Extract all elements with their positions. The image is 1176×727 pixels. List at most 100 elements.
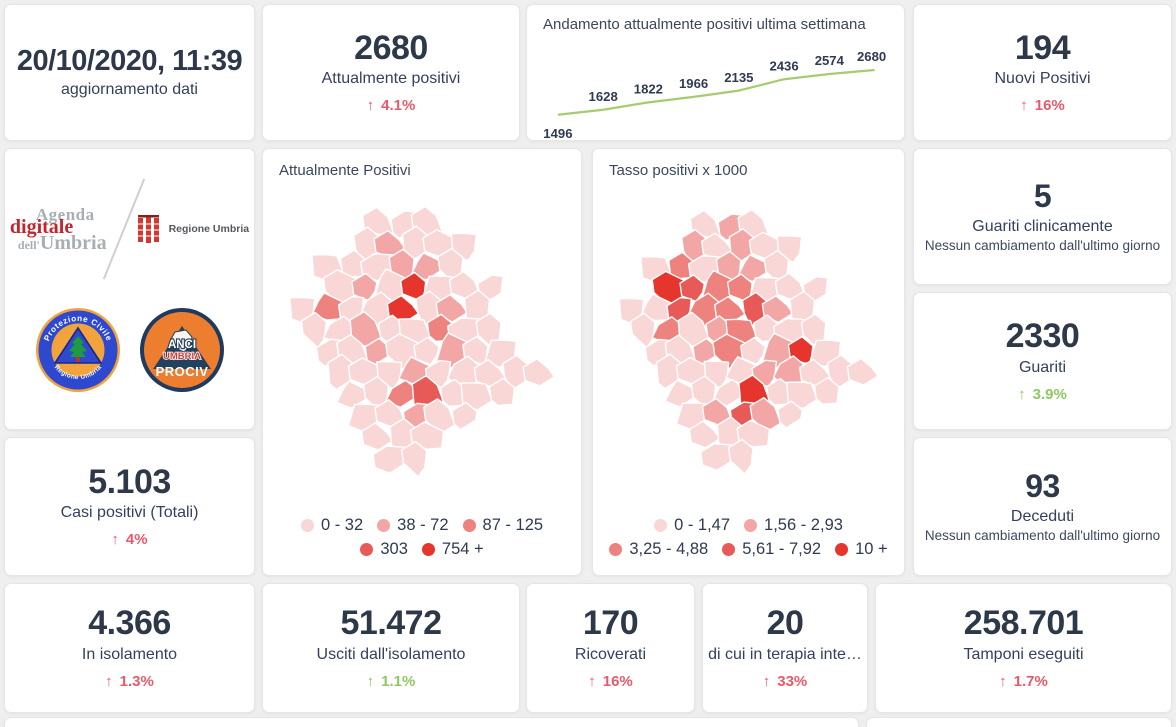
trend-data-label: 1628 xyxy=(589,89,618,104)
legend-item[interactable]: 0 - 1,47 xyxy=(654,516,730,535)
kpi-card-aggiornamento: 20/10/2020, 11:39 aggiornamento dati xyxy=(4,4,255,141)
legend-dot-icon xyxy=(722,543,736,556)
legend-label: 303 xyxy=(380,540,408,558)
legend-item[interactable]: 303 xyxy=(360,540,408,559)
trend-data-label: 1822 xyxy=(634,82,663,97)
legend-label: 10 + xyxy=(855,540,888,558)
map-municipality-shape[interactable] xyxy=(360,422,394,451)
up-arrow-icon: ↑ xyxy=(105,672,113,690)
partial-card-right xyxy=(866,717,1172,727)
kpi-card-ricoverati: 170 Ricoverati ↑ 16% xyxy=(526,583,695,713)
map-municipality-shape[interactable] xyxy=(727,438,754,475)
legend-label: 87 - 125 xyxy=(482,516,544,534)
map-title: Tasso positivi x 1000 xyxy=(609,162,748,179)
legend-row: 3,25 - 4,88 5,61 - 7,92 10 + xyxy=(609,540,888,559)
regione-umbria-logo: Regione Umbria xyxy=(136,213,250,245)
kpi-value: 20 xyxy=(766,604,804,643)
legend-item[interactable]: 754 + xyxy=(421,540,484,559)
map-municipality-shape[interactable] xyxy=(689,209,722,238)
map-municipality-shape[interactable] xyxy=(409,421,445,450)
legend-label: 5,61 - 7,92 xyxy=(742,540,822,558)
choropleth-map-tasso-positivi[interactable] xyxy=(593,179,904,512)
kpi-card-casi-totali: 5.103 Casi positivi (Totali) ↑ 4% xyxy=(4,437,255,576)
map-municipality-shape[interactable] xyxy=(400,440,428,478)
kpi-card-tamponi: 258.701 Tamponi eseguiti ↑ 1.7% xyxy=(875,583,1172,713)
map-municipality-shape[interactable] xyxy=(300,311,327,349)
legend-dot-icon xyxy=(835,543,849,556)
map-municipality-shape[interactable] xyxy=(629,312,656,349)
map-municipality-shape[interactable] xyxy=(361,206,395,236)
anci-logo-line1: ANCI xyxy=(167,339,195,351)
kpi-label: Guariti clinicamente xyxy=(972,217,1113,235)
agenda-digitale-logo: Agenda digitale dell'Umbria xyxy=(10,206,107,253)
choropleth-map-attualmente-positivi[interactable] xyxy=(263,179,581,512)
legend-dot-icon xyxy=(654,519,668,532)
kpi-label: Nuovi Positivi xyxy=(994,70,1091,88)
up-arrow-icon: ↑ xyxy=(1020,97,1028,115)
anci-logo-line2: UMBRIA xyxy=(163,351,201,362)
map-municipality-shape[interactable] xyxy=(413,336,440,366)
map-municipality-shape[interactable] xyxy=(761,295,794,324)
kpi-card-deceduti: 93 Deceduti Nessun cambiamento dall'ulti… xyxy=(913,437,1172,576)
map-card-tasso-positivi: Tasso positivi x 1000 0 - 1,47 1,56 - 2,9… xyxy=(592,148,905,576)
map-municipality-shape[interactable] xyxy=(522,358,556,387)
map-municipality-shape[interactable] xyxy=(777,400,804,429)
legend-label: 754 + xyxy=(441,540,484,558)
kpi-label: Attualmente positivi xyxy=(321,70,461,88)
kpi-card-attualmente-positivi: 2680 Attualmente positivi ↑ 4.1% xyxy=(262,4,520,141)
update-timestamp: 20/10/2020, 11:39 xyxy=(16,45,243,78)
map-municipality-shape[interactable] xyxy=(736,419,771,448)
up-arrow-icon: ↑ xyxy=(999,672,1007,690)
regione-umbria-mark-icon xyxy=(136,215,163,243)
kpi-label: Usciti dall'isolamento xyxy=(316,645,466,663)
legend-label: 0 - 1,47 xyxy=(674,516,731,534)
kpi-label: di cui in terapia inte… xyxy=(708,645,862,663)
legend-label: 38 - 72 xyxy=(397,516,449,534)
legend-row: 303 754 + xyxy=(360,540,484,559)
trend-line-chart[interactable]: 1496 1628 1822 1966 2135 2436 2574 2680 xyxy=(527,33,904,140)
up-arrow-icon: ↑ xyxy=(762,672,771,690)
trend-data-label: 2135 xyxy=(724,70,753,85)
kpi-label: In isolamento xyxy=(81,645,178,663)
kpi-delta: ↑ 33% xyxy=(762,672,808,690)
up-arrow-icon: ↑ xyxy=(111,531,119,549)
kpi-note: Nessun cambiamento dall'ultimo giorno xyxy=(924,237,1161,253)
anci-logo-line3: PROCIV xyxy=(155,364,208,379)
kpi-card-guariti: 2330 Guariti ↑ 3.9% xyxy=(913,292,1172,430)
agenda-logo-line2: digitale xyxy=(9,215,74,238)
map-municipality-shape[interactable] xyxy=(813,376,840,405)
legend-item[interactable]: 38 - 72 xyxy=(377,516,449,535)
up-arrow-icon: ↑ xyxy=(588,672,596,690)
update-label: aggiornamento dati xyxy=(61,80,198,98)
map-title: Attualmente Positivi xyxy=(279,162,411,179)
partial-card-left xyxy=(4,717,859,727)
map-municipality-shape[interactable] xyxy=(435,294,469,323)
legend-item[interactable]: 87 - 125 xyxy=(462,516,544,535)
map-municipality-shape[interactable] xyxy=(688,420,721,449)
kpi-delta: ↑ 4% xyxy=(111,531,148,549)
kpi-note: Nessun cambiamento dall'ultimo giorno xyxy=(924,527,1161,543)
kpi-card-usciti-isolamento: 51.472 Usciti dall'isolamento ↑ 1.1% xyxy=(262,583,520,713)
kpi-delta: ↑ 1.1% xyxy=(366,672,416,690)
trend-data-label: 1496 xyxy=(543,126,572,140)
kpi-delta: ↑ 16% xyxy=(1020,97,1065,115)
anci-umbria-prociv-logo: ANCI UMBRIA PROCIV xyxy=(139,308,224,392)
legend-item[interactable]: 3,25 - 4,88 xyxy=(609,540,708,559)
legend-label: 0 - 32 xyxy=(320,516,364,534)
legend-item[interactable]: 0 - 32 xyxy=(300,516,364,535)
legend-item[interactable]: 10 + xyxy=(835,540,888,559)
map-municipality-shape[interactable] xyxy=(488,377,516,407)
regione-umbria-label: Regione Umbria xyxy=(168,223,250,235)
map-municipality-shape[interactable] xyxy=(740,336,766,365)
kpi-value: 2330 xyxy=(1005,317,1080,356)
map-municipality-shape[interactable] xyxy=(451,401,478,431)
legend-item[interactable]: 1,56 - 2,93 xyxy=(744,516,843,535)
up-arrow-icon: ↑ xyxy=(366,97,375,115)
map-legend: 0 - 1,47 1,56 - 2,93 3,25 - 4,88 5,61 - 7,9… xyxy=(593,512,904,575)
map-municipality-shape[interactable] xyxy=(460,382,493,411)
map-municipality-shape[interactable] xyxy=(846,357,879,386)
legend-item[interactable]: 5,61 - 7,92 xyxy=(722,540,821,559)
kpi-value: 51.472 xyxy=(340,604,443,643)
map-municipality-shape[interactable] xyxy=(786,381,818,410)
